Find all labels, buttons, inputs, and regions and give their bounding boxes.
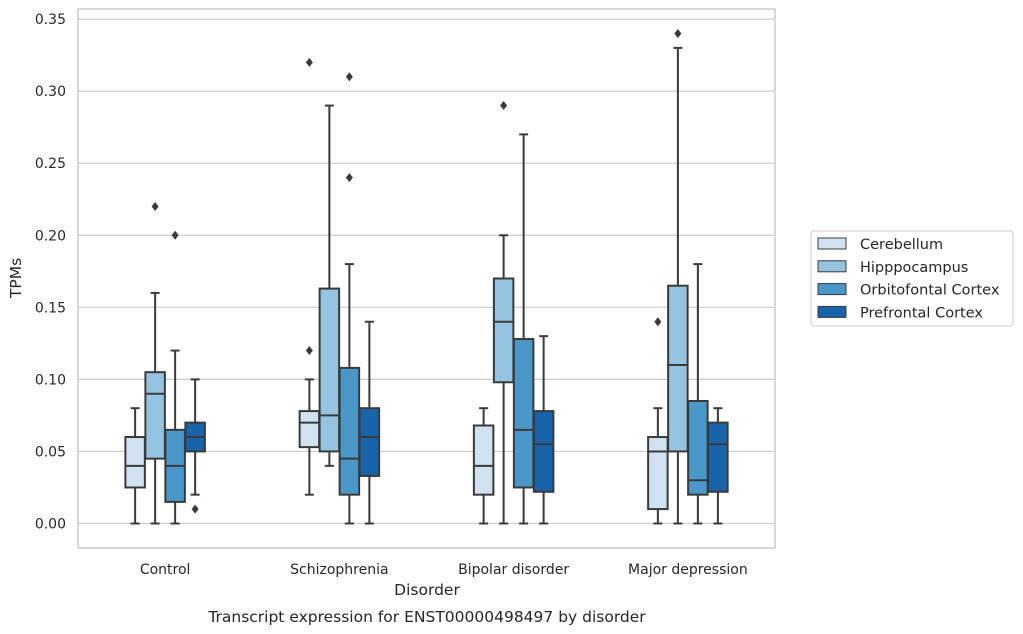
box-group <box>687 263 709 525</box>
box <box>512 338 535 489</box>
outlier-marker <box>191 504 199 514</box>
box <box>492 277 515 384</box>
box <box>338 366 361 496</box>
x-tick-label: Major depression <box>628 562 748 578</box>
box-group <box>164 230 186 525</box>
chart-caption: Transcript expression for ENST0000049849… <box>207 608 646 626</box>
box <box>532 410 555 493</box>
box <box>667 284 689 453</box>
y-axis-label: TPMs <box>7 258 25 299</box>
x-tick-label: Schizophrenia <box>290 562 388 578</box>
legend-label: Hipppocampus <box>860 260 968 276</box>
y-tick-label: 0.15 <box>35 300 66 316</box>
box-group <box>318 104 341 467</box>
legend-label: Cerebellum <box>860 237 943 253</box>
outlier-marker <box>654 317 662 327</box>
y-tick-label: 0.30 <box>35 84 66 100</box>
box <box>358 407 381 477</box>
box-group <box>532 335 555 525</box>
y-tick-label: 0.10 <box>35 372 66 388</box>
box <box>298 410 321 449</box>
x-tick-label: Control <box>140 562 191 578</box>
box-group <box>512 133 535 525</box>
x-ticks: Control Schizophrenia Bipolar disorder Majo… <box>140 562 748 578</box>
y-tick-label: 0.35 <box>35 12 66 28</box>
box-group <box>184 378 206 514</box>
box <box>472 424 495 496</box>
legend-label: Orbitofontal Cortex <box>860 283 1000 299</box>
box <box>647 436 669 511</box>
y-tick-label: 0.25 <box>35 156 66 172</box>
outlier-marker <box>305 346 313 356</box>
outlier-marker <box>345 72 353 82</box>
box-group <box>492 101 515 525</box>
box-group <box>124 407 146 525</box>
legend-swatch <box>817 283 847 296</box>
box-group <box>338 72 361 525</box>
outlier-marker <box>500 101 508 111</box>
box <box>124 436 146 489</box>
y-tick-label: 0.05 <box>35 444 66 460</box>
boxes <box>124 29 729 525</box>
box <box>144 371 166 460</box>
box-group <box>472 407 495 525</box>
y-tick-label: 0.00 <box>35 517 66 533</box>
box <box>318 287 341 453</box>
legend-label: Prefrontal Cortex <box>860 305 983 321</box>
box-group <box>144 201 166 525</box>
y-tick-label: 0.20 <box>35 228 66 244</box>
legend: Cerebellum Hipppocampus Orbitofontal Corte… <box>810 230 1014 327</box>
x-tick-label: Bipolar disorder <box>458 562 569 578</box>
outlier-marker <box>305 57 313 67</box>
box-group <box>667 29 689 525</box>
box <box>707 421 729 493</box>
outlier-marker <box>171 230 179 240</box>
box-group <box>707 407 729 525</box>
outlier-marker <box>345 173 353 183</box>
outlier-marker <box>674 29 682 38</box>
plot-frame <box>77 8 776 549</box>
box-group <box>358 320 381 525</box>
outlier-marker <box>151 201 159 211</box>
y-ticks: 0.00 0.05 0.10 0.15 0.20 0.25 0.30 0.35 <box>35 12 66 532</box>
box-group <box>647 317 669 525</box>
legend-swatch <box>817 237 847 250</box>
legend-swatch <box>817 305 847 318</box>
legend-swatch <box>817 260 847 273</box>
x-axis-label: Disorder <box>394 581 460 599</box>
box-group <box>298 57 321 496</box>
legend-frame <box>810 230 1014 327</box>
